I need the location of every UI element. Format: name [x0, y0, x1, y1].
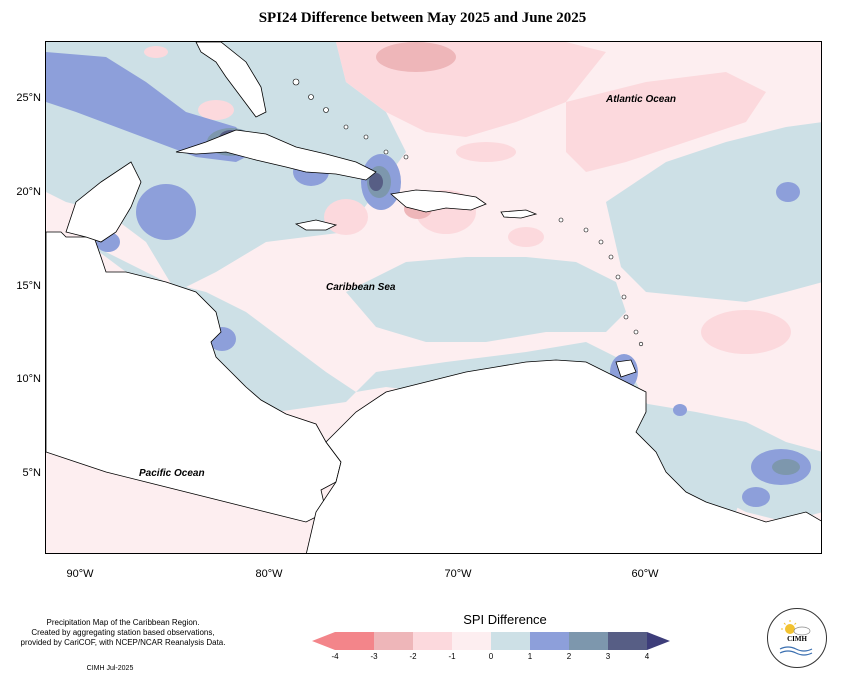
- caribbean-sea-label: Caribbean Sea: [326, 282, 396, 293]
- lat-label-20n: 20°N: [16, 186, 41, 198]
- lon-label-90w: 90°W: [66, 568, 94, 580]
- lesser-antilles: [558, 217, 644, 347]
- legend-colorbar: [312, 632, 670, 650]
- legend-tick-label: 3: [605, 652, 611, 661]
- map-title: SPI24 Difference between May 2025 and Ju…: [258, 10, 587, 26]
- wave-icon: [779, 646, 813, 652]
- map-notes: Precipitation Map of the Caribbean Regio…: [8, 618, 238, 648]
- lon-label-80w: 80°W: [255, 568, 283, 580]
- legend-under-arrow: [312, 632, 335, 650]
- legend-tick-label: -3: [370, 652, 378, 661]
- note-line-3: provided by CariCOF, with NCEP/NCAR Rean…: [20, 638, 226, 647]
- legend-swatch: [491, 632, 530, 650]
- land-masses: [46, 42, 821, 553]
- legend-tick-label: -4: [331, 652, 339, 661]
- sun-icon: [785, 624, 795, 634]
- cimh-logo: CIMH: [767, 608, 827, 668]
- lon-label-70w: 70°W: [444, 568, 472, 580]
- legend-tick-label: 1: [527, 652, 533, 661]
- pacific-ocean-label: Pacific Ocean: [139, 468, 205, 479]
- credit-text: CIMH Jul-2025: [86, 665, 134, 672]
- legend-tick-label: 0: [488, 652, 494, 661]
- bahamas-islands: [292, 78, 409, 160]
- sun-rays-icon: [781, 620, 797, 630]
- lat-label-15n: 15°N: [16, 280, 41, 292]
- note-line-2: Created by aggregating station based obs…: [31, 628, 215, 637]
- legend-tick-label: 4: [644, 652, 650, 661]
- legend-swatch: [452, 632, 491, 650]
- lat-label-5n: 5°N: [22, 467, 41, 479]
- legend-swatch: [530, 632, 569, 650]
- legend-tick-label: 2: [566, 652, 572, 661]
- cloud-icon: [793, 626, 811, 636]
- lat-label-10n: 10°N: [16, 373, 41, 385]
- legend-over-arrow: [647, 632, 670, 650]
- map-panel: Atlantic Ocean Caribbean Sea Pacific Oce…: [45, 41, 822, 554]
- legend-swatch: [374, 632, 413, 650]
- legend-tick-label: -2: [409, 652, 417, 661]
- atlantic-ocean-label: Atlantic Ocean: [606, 94, 677, 105]
- spi-map: [46, 42, 821, 553]
- lon-label-60w: 60°W: [631, 568, 659, 580]
- legend-swatch: [608, 632, 647, 650]
- legend-title: SPI Difference: [463, 612, 547, 627]
- legend-swatch: [413, 632, 452, 650]
- logo-graphic: [779, 620, 813, 656]
- logo-text: CIMH: [787, 635, 807, 643]
- legend-tick-label: -1: [448, 652, 456, 661]
- legend-swatch: [335, 632, 374, 650]
- legend-swatch: [569, 632, 608, 650]
- note-line-1: Precipitation Map of the Caribbean Regio…: [46, 618, 200, 627]
- lat-label-25n: 25°N: [16, 92, 41, 104]
